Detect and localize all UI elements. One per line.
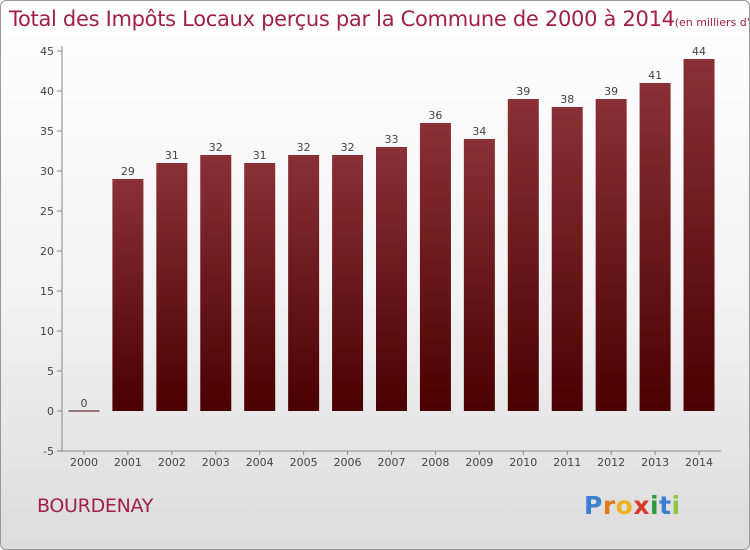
data-label: 31 [165,149,179,162]
bar [332,155,364,411]
logo-letter: r [602,491,616,520]
bar [244,163,276,411]
bar [551,107,583,411]
data-label: 34 [472,125,486,138]
data-label: 38 [560,93,574,106]
logo-letter: t [659,491,672,520]
data-label: 32 [297,141,311,154]
data-label: 31 [253,149,267,162]
bar [288,155,320,411]
y-tick-label: 45 [40,45,54,58]
bar [507,99,539,411]
x-tick-label: 2014 [685,456,713,469]
data-label: 32 [209,141,223,154]
bar [376,147,407,411]
data-label: 32 [341,141,355,154]
title-text: Total des Impôts Locaux perçus par la Co… [9,7,675,31]
data-label: 41 [648,69,662,82]
logo-letter: i [650,491,660,520]
x-tick-label: 2009 [465,456,493,469]
x-tick-label: 2006 [334,456,362,469]
y-tick-label: 25 [40,205,54,218]
data-label: 36 [428,109,442,122]
bar [595,99,627,411]
x-tick-label: 2005 [290,456,318,469]
data-labels: 0 29 31 32 31 32 32 33 36 34 39 38 39 41 44 [80,45,706,410]
x-tick-label: 2001 [114,456,142,469]
axes: -5 0 5 10 15 20 25 30 35 40 45 2000 2001 2002 2003 2004… [40,45,721,469]
x-tick-label: 2002 [158,456,186,469]
x-tick-label: 2004 [246,456,274,469]
y-tick-label: 40 [40,85,54,98]
y-tick-label: -5 [43,445,54,458]
title-unit: (en milliers d'€) [674,16,750,29]
bar [639,83,671,411]
x-tick-label: 2010 [509,456,537,469]
logo-letter: x [633,491,650,520]
proxiti-logo: Proxiti [584,491,681,520]
x-tick-label: 2007 [378,456,406,469]
bar [200,155,232,411]
y-tick-label: 15 [40,285,54,298]
bar [463,139,495,411]
bars [68,59,715,412]
y-tick-label: 30 [40,165,54,178]
x-tick-label: 2000 [70,456,98,469]
data-label: 44 [692,45,706,58]
y-tick-label: 0 [47,405,54,418]
bar [683,59,715,411]
x-tick-label: 2013 [641,456,669,469]
y-tick-label: 10 [40,325,54,338]
chart-title: Total des Impôts Locaux perçus par la Co… [9,7,750,31]
y-tick-label: 5 [47,365,54,378]
data-label: 33 [385,133,399,146]
commune-name: BOURDENAY [37,495,154,517]
x-tick-label: 2008 [421,456,449,469]
y-tick-label: 20 [40,245,54,258]
data-label: 0 [80,397,87,410]
data-label: 29 [121,165,135,178]
logo-letter: P [584,491,603,520]
logo-letter: i [671,491,681,520]
bar [419,123,451,411]
x-tick-label: 2003 [202,456,230,469]
bar [112,179,144,411]
y-tick-label: 35 [40,125,54,138]
data-label: 39 [604,85,618,98]
bar [156,163,188,411]
x-tick-label: 2011 [553,456,581,469]
logo-letter: o [615,491,634,520]
data-label: 39 [516,85,530,98]
x-tick-label: 2012 [597,456,625,469]
